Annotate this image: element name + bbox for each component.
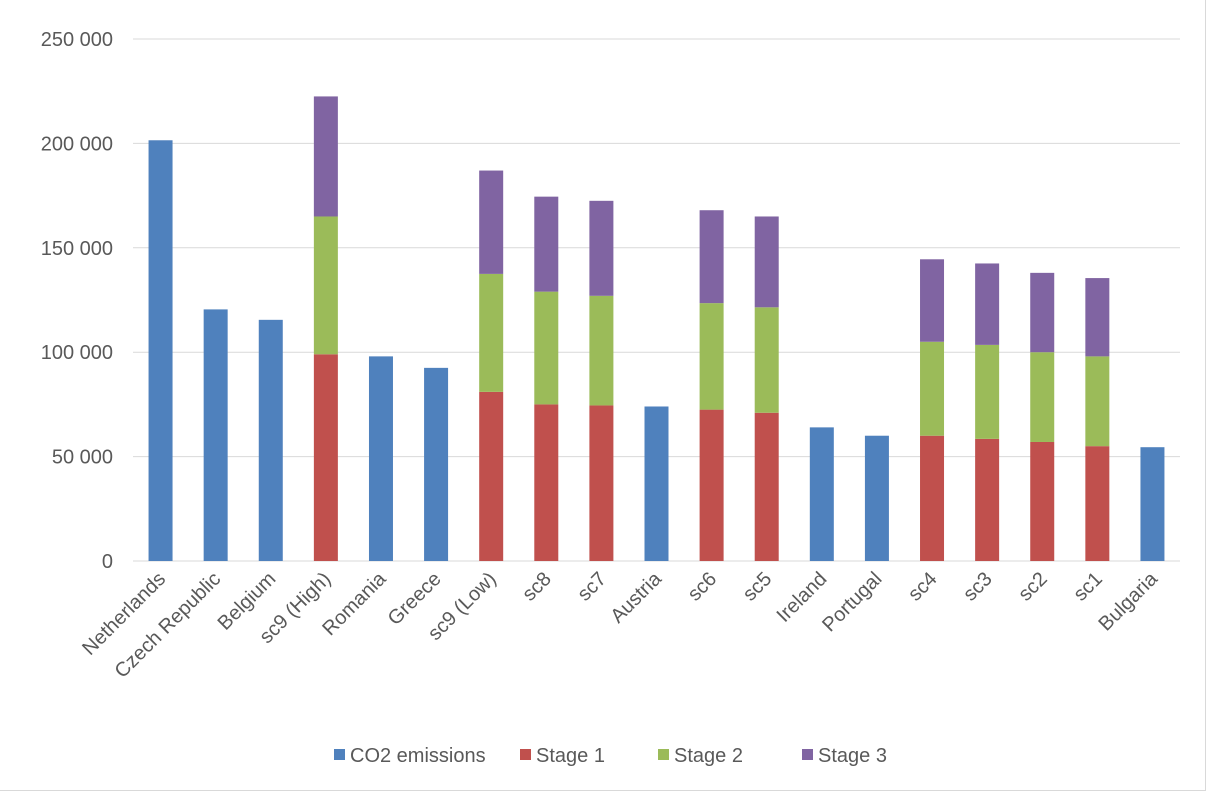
legend: CO2 emissions Stage 1 Stage 2 Stage 3 [334, 745, 887, 767]
bar-stage-2 [589, 295, 614, 406]
legend-swatch [334, 749, 345, 760]
x-category-label: sc7 [573, 568, 611, 606]
x-category-label: sc8 [518, 568, 556, 606]
bar-stage-3 [699, 210, 724, 304]
bar-stage-2 [975, 344, 1000, 439]
grid-layer [133, 38, 1180, 562]
bar-stage-1 [313, 354, 338, 561]
bar-layer [148, 96, 1165, 561]
y-axis-ticks: 0 50 000 100 000 150 000 200 000 250 000 [41, 29, 113, 573]
bar-stage-1 [920, 435, 945, 561]
bar-stage-3 [534, 196, 559, 292]
bar-stage-3 [1030, 272, 1055, 353]
bar-co2-emissions [203, 309, 228, 561]
bar-stage-1 [589, 405, 614, 561]
bar-co2-emissions [809, 427, 834, 561]
x-category-label: Bulgaria [1095, 567, 1163, 635]
bar-stage-3 [975, 263, 1000, 345]
bar-stage-2 [313, 216, 338, 355]
bar-stage-1 [975, 438, 1000, 561]
bar-stage-2 [920, 341, 945, 436]
bar-stage-3 [589, 200, 614, 296]
legend-label: CO2 emissions [350, 745, 486, 767]
x-category-label: sc1 [1069, 568, 1107, 606]
legend-label: Stage 1 [536, 745, 605, 767]
bar-stage-2 [1030, 352, 1055, 442]
x-category-label: Austria [606, 567, 666, 627]
bar-co2-emissions [424, 367, 449, 561]
legend-swatch [658, 749, 669, 760]
y-tick-label: 0 [102, 551, 113, 573]
legend-label: Stage 2 [674, 745, 743, 767]
bar-co2-emissions [644, 406, 669, 561]
bar-stage-3 [1085, 278, 1110, 357]
x-category-label: sc6 [684, 568, 722, 606]
x-category-label: sc4 [904, 568, 942, 606]
bar-stage-2 [534, 291, 559, 405]
bar-stage-3 [754, 216, 779, 308]
legend-swatch [520, 749, 531, 760]
bar-stage-2 [699, 303, 724, 410]
legend-swatch [802, 749, 813, 760]
y-tick-label: 50 000 [52, 447, 113, 469]
bar-co2-emissions [864, 435, 889, 561]
bar-stage-2 [479, 273, 504, 392]
bar-co2-emissions [368, 356, 393, 561]
bar-stage-1 [479, 391, 504, 561]
bar-stage-3 [920, 259, 945, 342]
bar-stage-1 [699, 409, 724, 561]
bar-stage-1 [1085, 446, 1110, 561]
bar-co2-emissions [258, 319, 283, 561]
x-category-label: Portugal [818, 568, 886, 636]
bar-co2-emissions [148, 140, 173, 561]
bar-stage-2 [754, 307, 779, 413]
bar-stage-1 [1030, 441, 1055, 561]
x-category-label: sc2 [1014, 568, 1052, 606]
bar-stage-1 [754, 412, 779, 561]
bar-stage-3 [479, 170, 504, 274]
bar-stage-1 [534, 404, 559, 561]
y-tick-label: 200 000 [41, 133, 113, 155]
y-tick-label: 250 000 [41, 29, 113, 51]
x-category-label: sc5 [739, 568, 777, 606]
legend-label: Stage 3 [818, 745, 887, 767]
x-category-label: sc3 [959, 568, 997, 606]
y-tick-label: 150 000 [41, 238, 113, 260]
bar-stage-3 [313, 96, 338, 217]
y-tick-label: 100 000 [41, 342, 113, 364]
bar-co2-emissions [1140, 447, 1165, 561]
bar-stage-2 [1085, 356, 1110, 447]
